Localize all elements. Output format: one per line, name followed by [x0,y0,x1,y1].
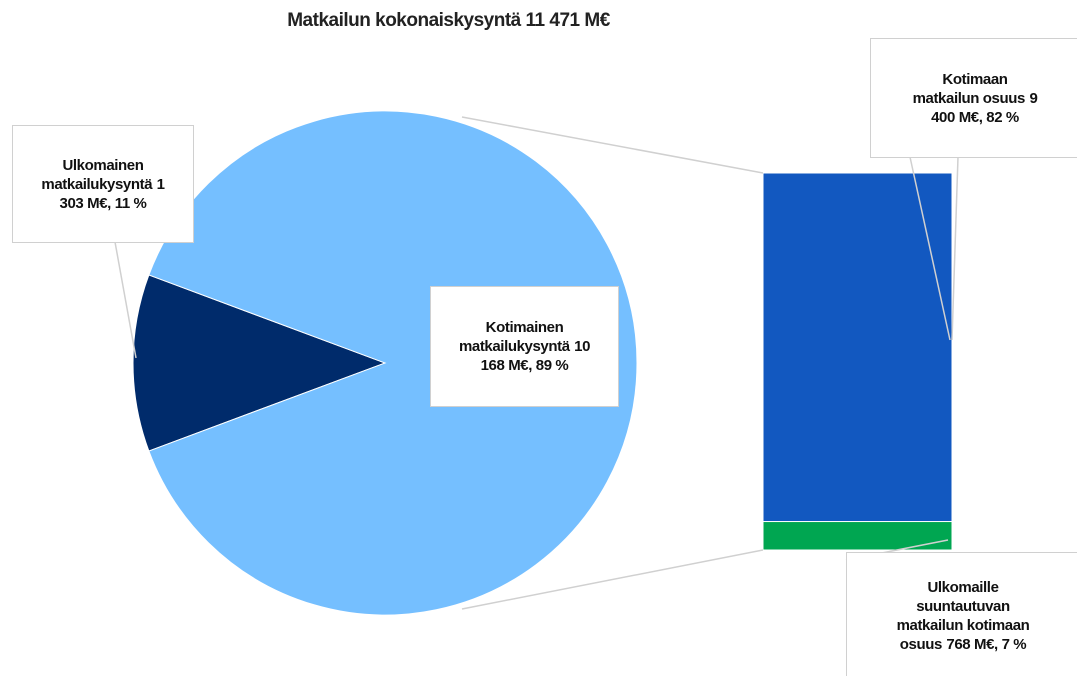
bar-segment [762,521,953,551]
leader-line [114,241,137,359]
data-label: 768 M€, 7 % [946,636,1027,653]
data-label: 1 303 M€, 11 % [59,175,165,212]
data-label: 10 168 M€, 89 % [480,338,591,374]
leader-line [909,156,951,341]
connector [461,549,764,610]
label-box: Kotimaan matkailun osuus 9 400 M€, 82 % [870,38,1077,158]
leader-line [951,156,959,341]
data-label: 9 400 M€, 82 % [931,89,1038,126]
chart-title: Matkailun kokonaiskysyntä 11 471 M€ [287,10,610,31]
label-box: Ulkomainen matkailukysyntä 1 303 M€, 11 % [12,125,194,243]
label-name: Kotimaan matkailun osuus [912,70,1026,107]
label-box: Kotimainen matkailukysyntä 10 168 M€, 89 … [430,286,619,407]
bar-segment [762,172,953,523]
label-name: Ulkomaille suuntautuvan matkailun kotima… [896,579,1030,653]
label-name: Kotimainen matkailukysyntä [458,319,570,355]
pie-slice [148,110,638,616]
label-name: Ulkomainen matkailukysyntä [41,156,153,193]
label-box: Ulkomaille suuntautuvan matkailun kotima… [846,552,1077,676]
pie-slice [132,274,387,452]
connector [461,116,764,174]
